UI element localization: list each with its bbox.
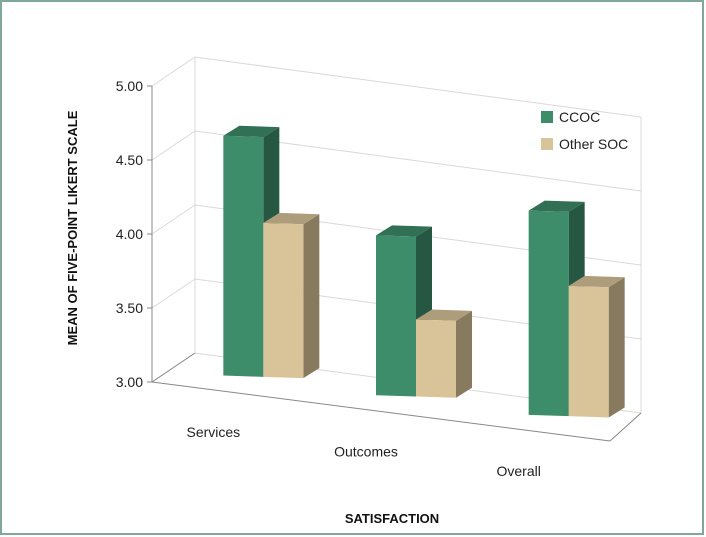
y-tick-label: 4.50: [116, 152, 143, 168]
x-tick-label: Outcomes: [334, 444, 398, 460]
bar-top: [263, 212, 320, 225]
bar-other-soc-overall: [568, 275, 625, 418]
bar-front: [223, 135, 264, 377]
bar-top: [416, 309, 472, 321]
y-axis-title: MEAN OF FIVE-POINT LIKERT SCALE: [65, 110, 80, 345]
bar-top: [568, 275, 625, 288]
floor-edge: [609, 412, 642, 442]
bar-front: [376, 235, 416, 397]
bar-top: [528, 200, 585, 212]
bars-layer: [223, 125, 625, 418]
gridline-side: [151, 204, 196, 235]
gridline-side: [151, 130, 196, 161]
gridline-side: [151, 278, 196, 309]
bar-top: [376, 225, 432, 237]
legend: CCOC Other SOC: [541, 109, 628, 152]
y-tick-label: 5.00: [116, 78, 143, 94]
x-axis-title: SATISFACTION: [345, 511, 439, 526]
y-tick-label: 4.00: [116, 226, 143, 242]
bar-front: [263, 222, 304, 379]
bar-top: [223, 125, 280, 138]
legend-swatch-other-soc: [541, 138, 553, 150]
bar-side: [303, 214, 320, 379]
bar-side: [456, 310, 472, 398]
legend-label-ccoc: CCOC: [559, 109, 600, 125]
legend-swatch-ccoc: [541, 111, 553, 123]
bar-front: [568, 285, 609, 418]
bar-side: [608, 277, 625, 418]
y-tick-label: 3.50: [116, 300, 143, 316]
floor-edge: [151, 352, 196, 383]
x-tick-label: Overall: [496, 463, 540, 479]
bar-other-soc-outcomes: [416, 309, 472, 398]
gridline: [194, 56, 642, 118]
bar-front: [528, 210, 569, 417]
legend-label-other-soc: Other SOC: [559, 136, 628, 152]
x-axis-line: [151, 381, 611, 442]
y-tick-label: 3.00: [116, 374, 143, 390]
category-labels: Services Outcomes Overall: [186, 424, 540, 479]
gridline-side: [151, 56, 196, 87]
y-tick-labels: 3.00 3.50 4.00 4.50 5.00: [116, 78, 143, 390]
x-tick-label: Services: [186, 424, 240, 440]
bar-front: [416, 319, 456, 398]
bar-other-soc-services: [263, 212, 320, 379]
